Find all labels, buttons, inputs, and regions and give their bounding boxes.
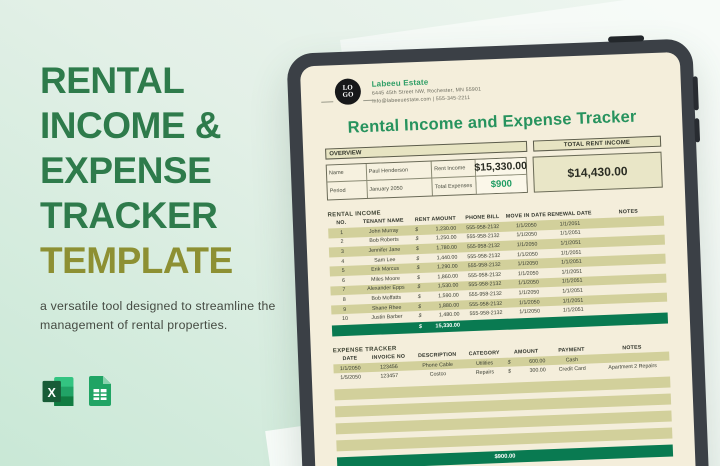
col-description: DESCRIPTION <box>417 351 457 360</box>
overview-table: Name Paul Henderson Rent Income $15,330.… <box>325 156 528 201</box>
col-category: CATEGORY <box>468 349 500 358</box>
poster-title-accent: TEMPLATE <box>40 240 233 281</box>
col-phone-bill: PHONE BILL <box>465 213 500 222</box>
col-payment: PAYMENT <box>558 346 585 354</box>
col-invoice-no: INVOICE NO <box>371 353 406 361</box>
col-renewal-date: RENEWAL DATE <box>547 210 592 219</box>
overview-section: Name Paul Henderson Rent Income $15,330.… <box>325 151 663 201</box>
period-value: January 2050 <box>367 178 434 198</box>
rental-income-table: NO. TENANT NAME RENT AMOUNT PHONE BILL M… <box>328 206 669 337</box>
tablet-volume-down-button <box>694 118 701 143</box>
income-rows: 1 John Murray $1,230.00 555-958-2132 1/1… <box>328 215 668 325</box>
tablet-power-button <box>607 35 645 43</box>
left-panel: RENTAL INCOME & EXPENSE TRACKER TEMPLATE… <box>40 58 300 335</box>
col-date: DATE <box>342 355 358 363</box>
rent-income-value: $15,330.00 <box>474 157 527 177</box>
logo-text-bottom: GO <box>342 90 354 99</box>
period-label: Period <box>327 180 368 200</box>
tablet-mockup: LO GO Labeeu Estate 6445 45th Street NW,… <box>286 35 714 466</box>
col-tenant-name: TENANT NAME <box>362 217 404 226</box>
sheet-title: Rental Income and Expense Tracker <box>347 107 637 137</box>
poster-title-line: INCOME & <box>40 105 222 146</box>
svg-text:X: X <box>48 386 57 400</box>
total-expenses-value: $900 <box>476 174 527 194</box>
total-expenses-label: Total Expenses <box>432 176 477 196</box>
overview-header: OVERVIEW <box>325 140 528 160</box>
col-amount: AMOUNT <box>513 348 539 356</box>
col-move-in-date: MOVE IN DATE <box>505 212 547 220</box>
total-rent-income-value: $14,430.00 <box>532 151 663 193</box>
google-sheets-icon <box>89 376 111 411</box>
tablet-screen: LO GO Labeeu Estate 6445 45th Street NW,… <box>299 51 701 466</box>
poster-subtitle: a versatile tool designed to streamline … <box>40 299 276 333</box>
poster-title-line: TRACKER <box>40 195 218 236</box>
poster-title: RENTAL INCOME & EXPENSE TRACKER TEMPLATE <box>40 58 300 283</box>
col-rent-amount: RENT AMOUNT <box>414 215 457 224</box>
name-label: Name <box>326 164 368 183</box>
poster-title-line: RENTAL <box>40 60 185 101</box>
format-badges: X <box>42 376 111 411</box>
company-logo: LO GO <box>321 78 376 106</box>
letterhead: LO GO Labeeu Estate 6445 45th Street NW,… <box>321 67 659 106</box>
excel-icon: X <box>42 377 74 411</box>
poster-title-line: EXPENSE <box>40 150 212 191</box>
logo-flourish-left <box>321 101 334 103</box>
rent-income-label: Rent Income <box>431 159 477 179</box>
col-no: NO. <box>336 219 347 227</box>
expense-tracker-table: DATE INVOICE NO DESCRIPTION CATEGORY AMO… <box>333 341 674 466</box>
total-rent-income-header: TOTAL RENT INCOME <box>532 135 662 152</box>
